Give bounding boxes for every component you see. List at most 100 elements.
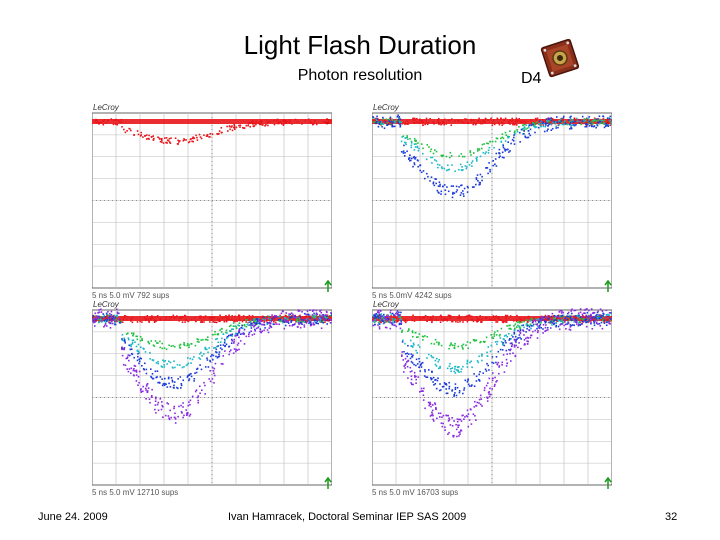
trace-dot bbox=[504, 117, 507, 120]
trace-dot bbox=[470, 119, 473, 122]
trace-dot bbox=[604, 123, 607, 126]
trace-dot bbox=[541, 122, 544, 125]
trace-dot bbox=[404, 353, 407, 355]
trace-dot bbox=[464, 165, 467, 167]
trace-dot bbox=[243, 328, 246, 331]
trace-dot bbox=[577, 324, 580, 327]
trace-dot bbox=[436, 417, 438, 420]
trace-dot bbox=[253, 325, 255, 328]
trace-dot bbox=[563, 120, 565, 122]
trace-dot bbox=[484, 121, 486, 124]
trace-dot bbox=[251, 322, 253, 325]
trace-dot bbox=[110, 316, 112, 318]
trace-dot bbox=[223, 316, 225, 319]
trace-dot bbox=[441, 386, 444, 388]
trace-dot bbox=[123, 128, 125, 131]
trace-dot bbox=[573, 120, 576, 123]
trace-dot bbox=[424, 177, 426, 180]
trace-dot bbox=[261, 323, 263, 326]
trace-dot bbox=[169, 386, 172, 388]
trace-dot bbox=[316, 320, 318, 322]
trace-dot bbox=[208, 378, 210, 380]
trace-dot bbox=[446, 318, 449, 320]
trace-dot bbox=[544, 125, 547, 128]
trace-dot bbox=[146, 383, 148, 386]
trace-dot bbox=[475, 122, 477, 125]
trace-dot bbox=[225, 319, 228, 322]
trace-dot bbox=[187, 320, 190, 323]
trace-dot bbox=[519, 332, 522, 334]
trace-dot bbox=[103, 314, 105, 317]
trace-dot bbox=[460, 370, 462, 373]
trace-dot bbox=[324, 321, 326, 324]
trace-dot bbox=[411, 370, 413, 372]
trace-dot bbox=[540, 125, 542, 128]
trace-dot bbox=[446, 319, 448, 322]
trace-dot bbox=[481, 143, 484, 146]
trace-dot bbox=[251, 317, 253, 319]
trace-dot bbox=[181, 315, 184, 318]
trace-dot bbox=[219, 344, 222, 346]
scope-trace-3: 2 bbox=[92, 308, 332, 489]
trace-dot bbox=[467, 347, 469, 350]
trace-dot bbox=[406, 320, 408, 322]
trace-dot bbox=[267, 124, 269, 127]
trace-dot bbox=[121, 354, 124, 357]
trace-dot bbox=[215, 338, 217, 341]
trace-dot bbox=[432, 356, 435, 359]
trace-dot bbox=[597, 121, 599, 124]
trace-dot bbox=[186, 363, 189, 366]
trace-dot bbox=[224, 340, 226, 343]
trace-dot bbox=[509, 338, 511, 340]
trace-dot bbox=[315, 315, 318, 317]
trace-dot bbox=[184, 315, 187, 317]
trace-dot bbox=[268, 327, 271, 329]
trace-dot bbox=[434, 159, 436, 161]
trace-dot bbox=[480, 318, 483, 321]
trace-dot bbox=[389, 311, 392, 314]
trace-dot bbox=[210, 319, 212, 321]
trace-dot bbox=[571, 119, 574, 121]
trace-dot bbox=[196, 136, 198, 139]
trace-dot bbox=[400, 322, 403, 324]
trace-dot bbox=[163, 347, 166, 349]
trace-dot bbox=[324, 316, 327, 318]
trace-dot bbox=[167, 377, 170, 380]
trace-dot bbox=[538, 325, 541, 327]
scope-brand: LeCroy bbox=[373, 103, 399, 112]
trace-dot bbox=[162, 416, 164, 418]
persistence-trace bbox=[372, 114, 612, 199]
trace-dot bbox=[550, 327, 552, 329]
trace-dot bbox=[187, 404, 189, 407]
trace-dot bbox=[325, 316, 328, 318]
trace-dot bbox=[270, 318, 272, 321]
trace-dot bbox=[583, 312, 585, 314]
trace-dot bbox=[228, 318, 230, 320]
trace-dot bbox=[428, 404, 430, 407]
trace-dot bbox=[391, 124, 393, 127]
trace-dot bbox=[309, 320, 311, 322]
trace-dot bbox=[498, 335, 501, 337]
trace-dot bbox=[148, 398, 151, 400]
trace-dot bbox=[284, 317, 287, 319]
trace-dot bbox=[182, 139, 185, 142]
trace-dot bbox=[573, 315, 575, 317]
trace-dot bbox=[430, 156, 432, 159]
trace-dot bbox=[534, 329, 537, 332]
trace-dot bbox=[432, 414, 434, 417]
trace-dot bbox=[501, 321, 504, 323]
trace-dot bbox=[458, 418, 460, 421]
trace-dot bbox=[560, 315, 563, 317]
trace-dot bbox=[432, 376, 435, 379]
trace-dot bbox=[377, 125, 380, 128]
trace-dot bbox=[383, 313, 385, 316]
trace-dot bbox=[540, 316, 543, 318]
trace-dot bbox=[409, 339, 412, 342]
trace-dot bbox=[241, 324, 243, 327]
trace-dot bbox=[104, 324, 106, 327]
trace-dot bbox=[139, 135, 142, 137]
trace-dot bbox=[495, 381, 497, 383]
trace-dot bbox=[146, 315, 149, 317]
trace-dot bbox=[500, 118, 502, 120]
trace-dot bbox=[101, 317, 104, 319]
